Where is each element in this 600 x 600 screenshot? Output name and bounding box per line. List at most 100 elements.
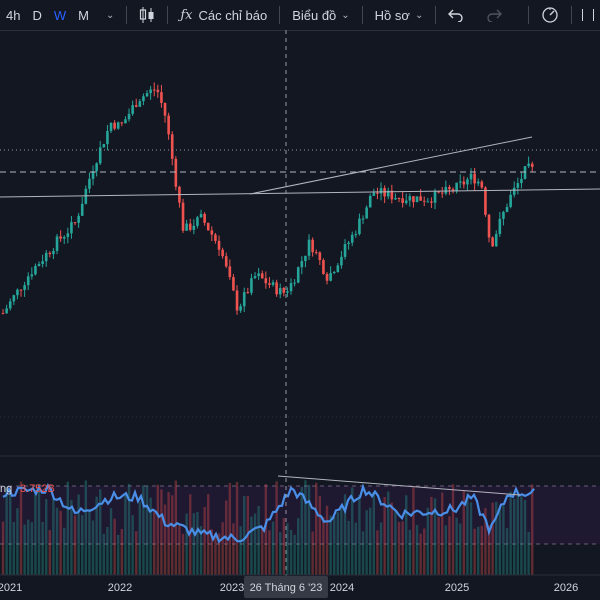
performance-button[interactable] [535,0,565,30]
candle-body [70,222,73,234]
candle-body [124,119,127,124]
volume-bar [351,487,354,575]
candle-body [120,122,124,124]
candle-body [80,203,84,216]
volume-bar [311,531,314,575]
candle [77,212,80,228]
volume-bar [282,518,286,575]
candle-body [224,256,228,267]
volume-bar [509,491,512,575]
volume-bar [135,531,138,575]
volume-bar [531,484,534,575]
candle [88,172,91,194]
candle-body [476,181,480,184]
candle-body [404,200,408,204]
horizontal-support-line[interactable] [0,188,600,198]
candle-body [512,187,516,195]
candle [473,167,476,191]
candle-body [509,194,512,207]
profile-button[interactable]: Hồ sơ ⌄ [369,0,430,30]
candle [250,273,253,296]
toolbar-divider [571,6,572,24]
volume-bar [19,481,23,575]
volume-value: 3.752B [20,483,55,495]
candle-body [203,213,206,223]
volume-bar [469,502,473,575]
layout-button[interactable]: Biểu đồ ⌄ [286,0,355,30]
candle [91,165,95,186]
volume-bar [210,529,214,575]
volume-bar [513,498,516,575]
candle [422,196,426,207]
menu-button[interactable] [578,0,600,30]
candle [210,226,214,242]
volume-bar [289,529,293,575]
time-axis[interactable]: 2021 2022 2023 2024 2025 2026 [0,582,578,594]
candle [412,196,415,208]
candle-body [415,196,419,203]
volume-bar [307,484,311,575]
candle [401,191,404,208]
price-chart[interactable]: ng 3.752B 2021 2022 2023 2024 2025 2026 … [0,30,600,600]
candle-body [52,250,55,255]
candle [59,230,62,242]
resistance-trendline[interactable] [249,136,533,195]
volume-bar [55,507,59,575]
chart-type-button[interactable] [133,0,161,30]
candle-body [116,122,120,129]
redo-button[interactable] [480,0,508,30]
candle [48,251,52,258]
candle-body [91,171,95,179]
candle [358,213,361,236]
candle-body [217,240,221,250]
toolbar-divider [435,6,437,24]
candle [361,215,365,225]
candle-body [466,179,469,185]
candle [5,304,8,314]
volume-bar [268,530,271,575]
candle [199,209,203,218]
candle [221,247,224,259]
candle [23,281,26,297]
volume-bar [217,533,221,575]
candle-body [437,190,440,193]
interval-m[interactable]: M [78,7,89,23]
indicators-button[interactable]: ƒx Các chỉ báo [174,0,273,30]
candle [127,108,131,122]
volume-bar [271,521,275,575]
candle [52,247,55,260]
volume-bar [502,505,505,575]
volume-bar [354,522,358,575]
candle-body [113,122,116,129]
candle [433,188,437,210]
volume-bar [167,491,170,575]
volume-bar [66,481,70,575]
candle [368,193,372,208]
candle-body [34,265,37,275]
candle [444,180,448,196]
candle [289,278,293,295]
undo-button[interactable] [442,0,470,30]
candle-body [336,265,340,272]
candle-body [264,278,268,284]
volume-bar [192,513,196,575]
volume-bar [63,527,66,575]
volume-bar [45,499,48,575]
candle-body [379,188,383,194]
interval-4h[interactable]: 4h [6,7,21,23]
interval-dropdown[interactable]: ⌄ [95,0,120,30]
top-toolbar: 4h D W M ⌄ ƒx Các chỉ báo Biểu đồ ⌄ Hồ s… [0,0,600,31]
volume-bar [441,492,444,575]
interval-w[interactable]: W [53,7,67,23]
volume-bar [228,482,232,575]
candle-body [318,252,322,261]
interval-d[interactable]: D [32,7,42,23]
volume-trendline[interactable] [277,475,521,496]
volume-bar [495,501,498,575]
trendlines-layer [0,136,600,198]
candle [16,288,19,300]
toolbar-divider [126,6,128,24]
candle [228,259,232,280]
candle [242,287,246,313]
candle-body [444,187,448,194]
